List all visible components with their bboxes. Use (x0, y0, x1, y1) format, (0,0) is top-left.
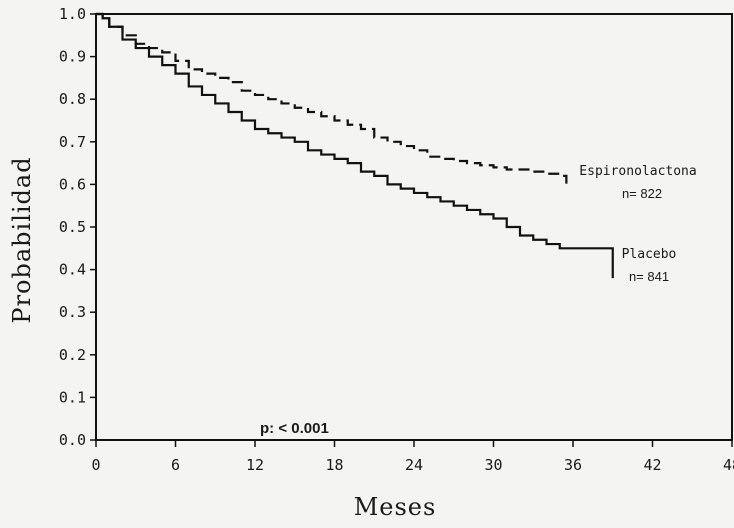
x-tick-label: 48 (723, 456, 734, 474)
series-n-placebo: n= 841 (629, 269, 669, 284)
x-tick-label: 24 (405, 456, 423, 474)
y-tick-label: 0.6 (59, 175, 86, 193)
x-axis: 0 6 12 18 24 30 36 42 48 (91, 440, 734, 474)
y-tick-label: 0.0 (59, 431, 86, 449)
series-label-placebo: Placebo (622, 247, 677, 262)
p-value-annotation: p: < 0.001 (260, 420, 329, 437)
x-tick-label: 42 (643, 456, 661, 474)
y-tick-label: 0.3 (59, 303, 86, 321)
series-n-espironolactona: n= 822 (622, 186, 662, 201)
series-line-espironolactona (96, 12, 568, 185)
series-layer (96, 12, 614, 279)
y-tick-label: 1.0 (59, 5, 86, 23)
x-tick-label: 30 (484, 456, 502, 474)
y-tick-label: 0.1 (59, 388, 86, 406)
y-tick-label: 0.8 (59, 90, 86, 108)
x-tick-label: 36 (564, 456, 582, 474)
series-line-placebo (96, 12, 614, 279)
x-tick-label: 18 (325, 456, 343, 474)
y-tick-label: 0.9 (59, 48, 86, 66)
x-tick-label: 12 (246, 456, 264, 474)
series-label-espironolactona: Espironolactona (579, 164, 696, 179)
y-tick-label: 0.4 (59, 261, 86, 279)
y-tick-label: 0.5 (59, 218, 86, 236)
y-tick-label: 0.2 (59, 346, 86, 364)
y-axis: 0.0 0.1 0.2 0.3 0.4 0.5 0.6 0.7 0.8 0.9 1.0 (59, 5, 96, 449)
x-tick-label: 0 (91, 456, 100, 474)
plot-frame (95, 13, 733, 441)
x-axis-title: Meses (354, 493, 437, 521)
y-tick-label: 0.7 (59, 133, 86, 151)
x-tick-label: 6 (171, 456, 180, 474)
y-axis-title: Probabilidad (8, 156, 36, 323)
